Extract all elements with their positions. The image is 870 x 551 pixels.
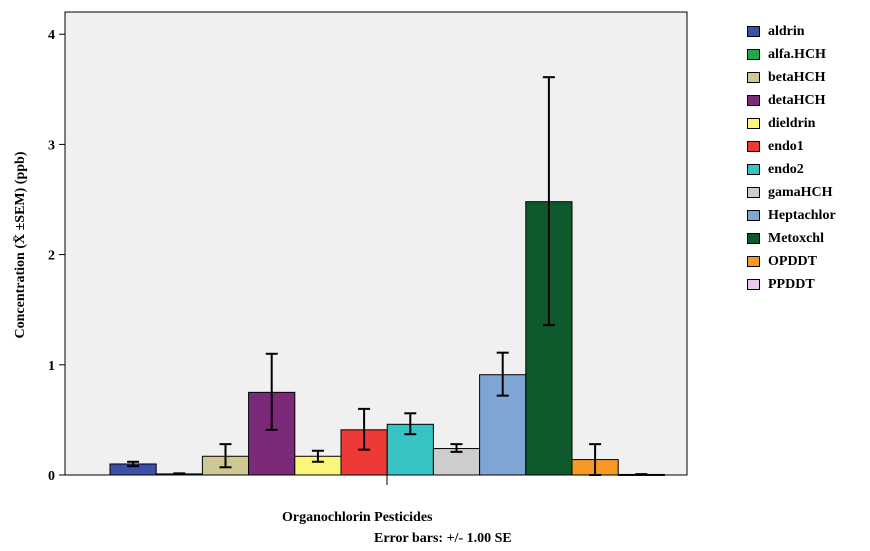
error-bars-group [127, 76, 648, 476]
error-bar-endo2 [404, 412, 417, 436]
y-axis: 0 1 2 3 4 [48, 28, 65, 484]
legend-item: Metoxchl [747, 227, 836, 250]
legend-label: gamaHCH [768, 184, 833, 200]
plot-area [64, 11, 688, 476]
legend-item: betaHCH [747, 66, 836, 89]
legend-label: Heptachlor [768, 207, 836, 223]
bar-endo1 [340, 429, 388, 476]
y-tick-label: 1 [48, 359, 55, 374]
error-bar-alfa-hch [173, 472, 186, 476]
legend-item: OPDDT [747, 250, 836, 273]
legend-swatch [747, 72, 760, 83]
legend-label: aldrin [768, 23, 805, 39]
legend-label: OPDDT [768, 253, 817, 269]
legend-swatch [747, 233, 760, 244]
legend-item: Heptachlor [747, 204, 836, 227]
legend-label: dieldrin [768, 115, 816, 131]
legend-label: PPDDT [768, 276, 815, 292]
error-bar-betahch [219, 443, 232, 469]
error-bar-dieldrin [311, 449, 324, 463]
legend-swatch [747, 187, 760, 198]
error-bar-metoxchl [542, 76, 555, 327]
error-bar-endo1 [358, 407, 371, 451]
legend-label: betaHCH [768, 69, 826, 85]
legend-item: PPDDT [747, 273, 836, 296]
legend-swatch [747, 95, 760, 106]
legend-label: alfa.HCH [768, 46, 826, 62]
error-bar-heptachlor [496, 351, 509, 397]
legend-item: alfa.HCH [747, 43, 836, 66]
error-bar-opddt [589, 443, 602, 476]
error-bars-caption: Error bars: +/- 1.00 SE [374, 531, 512, 546]
legend-swatch [747, 118, 760, 129]
legend-item: endo1 [747, 135, 836, 158]
bar-gamahch [432, 448, 481, 476]
legend-swatch [747, 49, 760, 60]
y-tick-label: 0 [48, 469, 55, 484]
error-bar-ppddt [635, 473, 648, 476]
legend-label: endo2 [768, 161, 804, 177]
legend-label: endo1 [768, 138, 804, 154]
legend: aldrin alfa.HCH betaHCH detaHCH dieldrin endo… [747, 20, 836, 296]
y-tick-label: 2 [48, 249, 55, 264]
legend-item: detaHCH [747, 89, 836, 112]
legend-swatch [747, 210, 760, 221]
error-bar-gamahch [450, 443, 463, 453]
legend-swatch [747, 141, 760, 152]
legend-item: dieldrin [747, 112, 836, 135]
x-axis-title: Organochlorin Pesticides [282, 510, 433, 525]
legend-swatch [747, 256, 760, 267]
legend-item: gamaHCH [747, 181, 836, 204]
legend-label: Metoxchl [768, 230, 824, 246]
legend-item: aldrin [747, 20, 836, 43]
legend-swatch [747, 164, 760, 175]
error-bar-aldrin [127, 460, 140, 468]
legend-swatch [747, 26, 760, 37]
legend-swatch [747, 279, 760, 290]
y-tick-label: 4 [48, 28, 55, 43]
error-bar-detahch [265, 352, 278, 431]
y-axis-title: Concentration (X̄ ±SEM) (ppb) [13, 151, 28, 338]
legend-label: detaHCH [768, 92, 826, 108]
y-tick-label: 3 [48, 138, 55, 153]
legend-item: endo2 [747, 158, 836, 181]
